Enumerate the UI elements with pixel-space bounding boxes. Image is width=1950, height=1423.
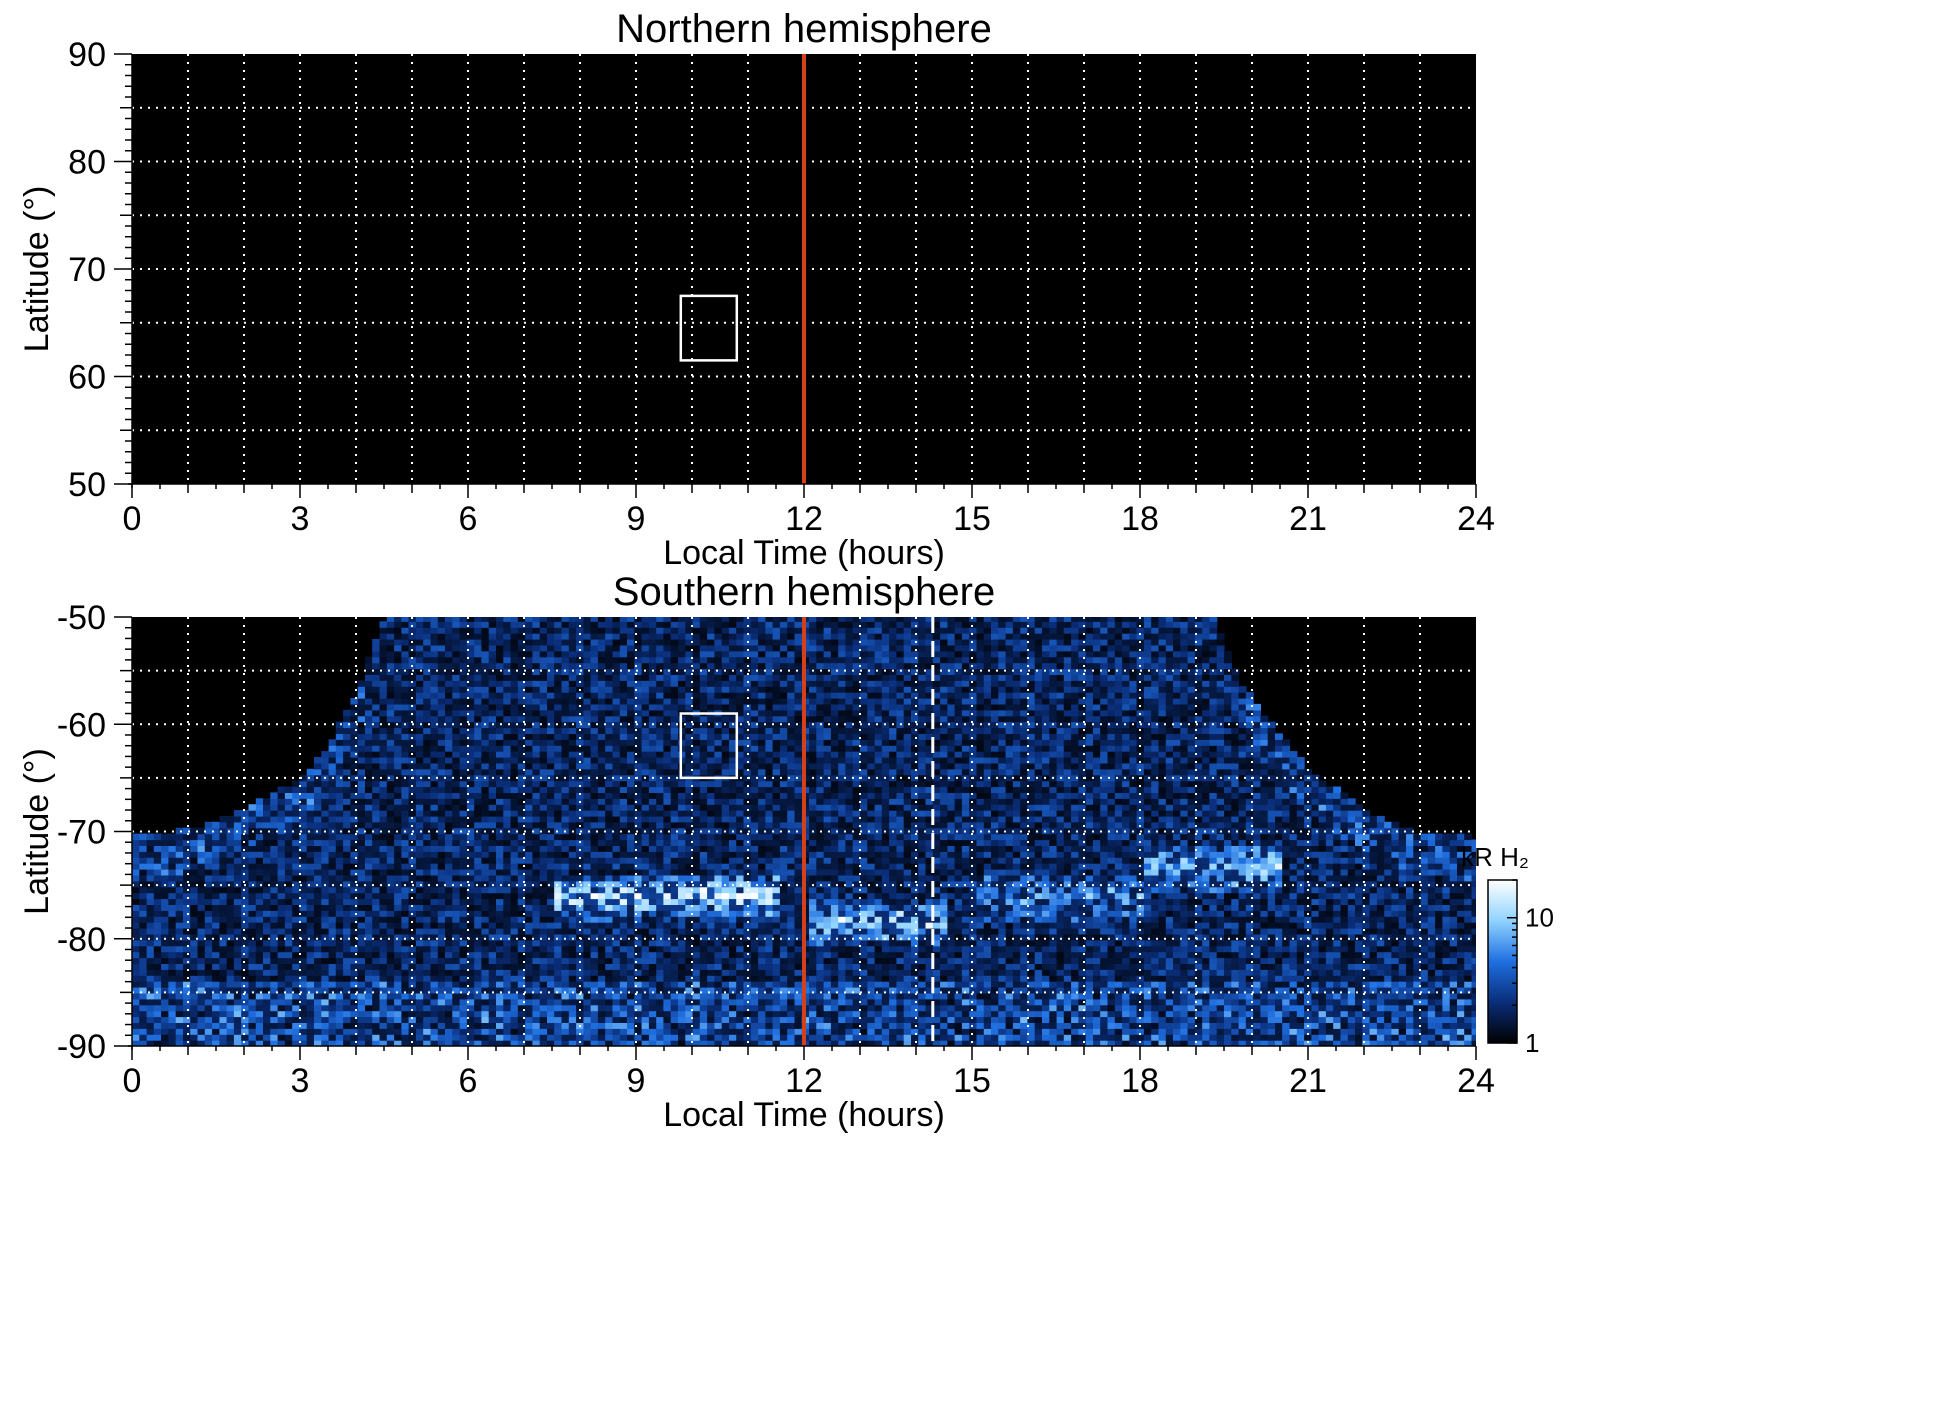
x-tick-label: 9	[627, 1062, 646, 1100]
y-tick-label: 50	[68, 466, 106, 504]
x-tick-label: 6	[459, 1062, 478, 1100]
y-tick-label: -70	[57, 814, 106, 852]
x-tick-label: 9	[627, 500, 646, 538]
x-tick-label: 0	[123, 500, 142, 538]
x-tick-label: 18	[1121, 500, 1159, 538]
y-tick-label: -50	[57, 599, 106, 637]
y-tick-label: 80	[68, 144, 106, 182]
x-tick-label: 0	[123, 1062, 142, 1100]
x-ticks	[131, 484, 1477, 498]
x-tick-label: 24	[1457, 500, 1495, 538]
panel-title: Northern hemisphere	[616, 7, 992, 51]
x-tick-label: 24	[1457, 1062, 1495, 1100]
y-tick-label: -90	[57, 1028, 106, 1066]
y-tick-label: -80	[57, 921, 106, 959]
x-tick-label: 12	[785, 500, 823, 538]
colorbar-title: kR H₂	[1461, 842, 1529, 872]
y-tick-label: 90	[68, 36, 106, 74]
y-tick-label: -60	[57, 706, 106, 744]
selection-box	[679, 712, 739, 780]
panel-title: Southern hemisphere	[613, 570, 995, 614]
x-axis-label: Local Time (hours)	[663, 534, 945, 572]
panel-northern: 0 3 6 9 12 15 18 21 24 50 60 70 80 90 Northern hemisph…	[18, 7, 1495, 572]
colorbar-gradient	[1487, 879, 1518, 1044]
colorbar-tick-label: 10	[1525, 903, 1554, 933]
colorbar-tick-label: 1	[1525, 1028, 1539, 1058]
y-axis-label: Latitude (°)	[18, 748, 56, 915]
selection-box	[679, 294, 739, 362]
colorbar: 1 10 kR H₂	[1461, 842, 1554, 1058]
x-ticks	[131, 1046, 1477, 1060]
x-tick-label: 3	[291, 500, 310, 538]
x-tick-label: 15	[953, 1062, 991, 1100]
x-tick-label: 21	[1289, 500, 1327, 538]
x-tick-label: 3	[291, 1062, 310, 1100]
y-axis-label: Latitude (°)	[18, 186, 56, 353]
x-axis-label: Local Time (hours)	[663, 1096, 945, 1134]
x-tick-label: 12	[785, 1062, 823, 1100]
y-tick-label: 70	[68, 251, 106, 289]
x-tick-label: 18	[1121, 1062, 1159, 1100]
y-tick-label: 60	[68, 359, 106, 397]
y-ticks	[114, 616, 132, 1047]
panel-southern: 0 3 6 9 12 15 18 21 24 -90 -80 -70 -60 -50 Southern he…	[18, 570, 1554, 1134]
x-tick-label: 6	[459, 500, 478, 538]
x-tick-label: 21	[1289, 1062, 1327, 1100]
x-tick-label: 15	[953, 500, 991, 538]
y-ticks	[114, 53, 132, 485]
